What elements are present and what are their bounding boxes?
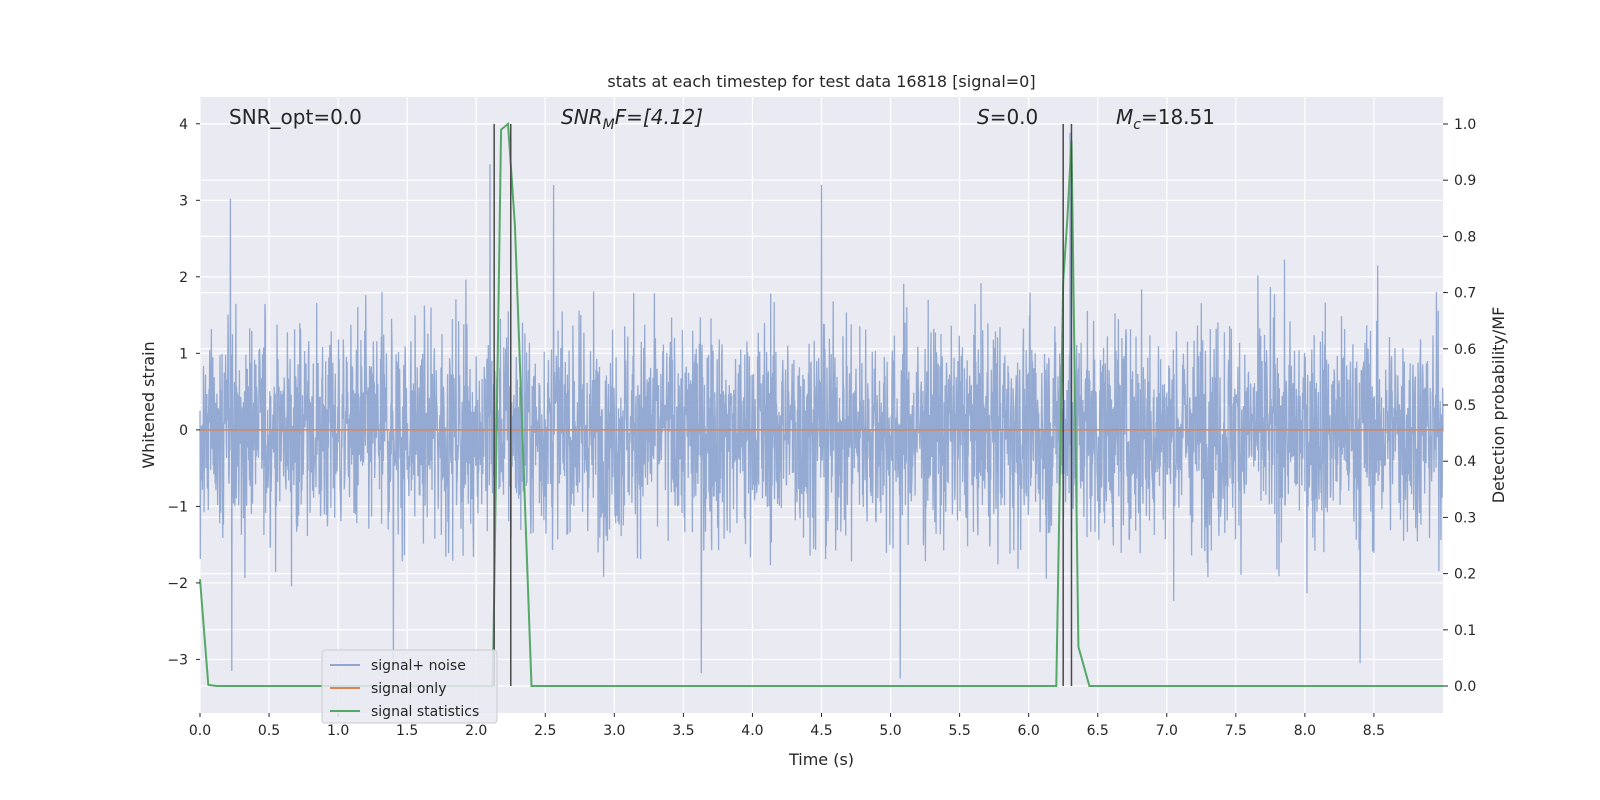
- x-tick-label: 3.0: [603, 723, 625, 739]
- legend-label: signal only: [371, 681, 446, 697]
- x-tick-label: 4.0: [741, 723, 763, 739]
- y-axis-ticks: −3 −2 −1 0 1 2 3 4: [167, 117, 200, 668]
- y-right-tick-label: 0.5: [1454, 398, 1476, 414]
- y-tick-label: −1: [167, 499, 188, 515]
- x-tick-label: 0.0: [189, 723, 211, 739]
- annotation-snr-mf-main: SNR: [561, 105, 603, 129]
- y-axis-label: Whitened strain: [139, 341, 158, 468]
- y-tick-label: 4: [179, 117, 188, 133]
- y-right-tick-label: 1.0: [1454, 117, 1476, 133]
- x-tick-label: 2.5: [534, 723, 556, 739]
- y-tick-label: −2: [167, 576, 188, 592]
- annotation-snr-mf-sub: M: [603, 117, 615, 133]
- x-tick-label: 7.0: [1156, 723, 1178, 739]
- annotation-mc-main: M: [1116, 105, 1133, 129]
- legend-frame: [321, 649, 498, 724]
- x-tick-label: 5.0: [879, 723, 901, 739]
- chart-title: stats at each timestep for test data 168…: [607, 72, 1035, 91]
- y-right-tick-label: 0.2: [1454, 567, 1476, 583]
- y-right-tick-label: 0.8: [1454, 229, 1476, 245]
- y-right-tick-label: 0.0: [1454, 679, 1476, 695]
- annotation-s-main: S: [977, 105, 990, 129]
- y-tick-label: 0: [179, 423, 188, 439]
- x-tick-label: 3.5: [672, 723, 694, 739]
- signal-statistics-line: [199, 122, 1443, 687]
- y-right-tick-label: 0.7: [1454, 286, 1476, 302]
- x-tick-label: 5.5: [948, 723, 970, 739]
- legend-label: signal statistics: [371, 704, 479, 720]
- y-right-tick-label: 0.9: [1454, 173, 1476, 189]
- y-tick-label: 3: [179, 193, 188, 209]
- annotation-mc: Mc=18.51: [1116, 105, 1215, 133]
- y-axis-right-label: Detection probability/MF: [1489, 307, 1508, 504]
- x-tick-label: 4.5: [810, 723, 832, 739]
- y-right-tick-label: 0.4: [1454, 454, 1476, 470]
- y-right-tick-label: 0.1: [1454, 623, 1476, 639]
- vertical-markers: [493, 123, 1073, 687]
- series-signal-noise: [199, 132, 1444, 679]
- x-tick-label: 6.5: [1087, 723, 1109, 739]
- signal-noise-line: [199, 132, 1444, 679]
- x-axis-ticks: 0.0 0.5 1.0 1.5 2.0 2.5 3.0 3.5 4.0 4.5 5.0 5.5 6.0 6…: [189, 713, 1385, 739]
- annotation-s-tail: =0.0: [990, 105, 1039, 129]
- x-tick-label: 1.0: [327, 723, 349, 739]
- x-tick-label: 8.0: [1294, 723, 1316, 739]
- annotation-snr-opt: SNR_opt=0.0: [229, 105, 362, 129]
- legend-label: signal+ noise: [371, 658, 466, 674]
- y-axis-right-ticks: 0.0 0.1 0.2 0.3 0.4 0.5 0.6 0.7 0.8 0.9 1.0: [1443, 117, 1476, 695]
- legend: signal+ noise signal only signal statistic…: [321, 649, 498, 724]
- annotation-mc-sub: c: [1133, 117, 1141, 133]
- y-right-tick-label: 0.6: [1454, 342, 1476, 358]
- x-tick-label: 6.0: [1018, 723, 1040, 739]
- y-right-tick-label: 0.3: [1454, 510, 1476, 526]
- y-tick-label: 1: [179, 346, 188, 362]
- y-tick-label: −3: [167, 652, 188, 668]
- x-tick-label: 0.5: [258, 723, 280, 739]
- series-signal-statistics: [199, 122, 1443, 687]
- annotation-s: S=0.0: [977, 105, 1038, 129]
- x-tick-label: 1.5: [396, 723, 418, 739]
- x-axis-label: Time (s): [788, 750, 854, 769]
- x-tick-label: 7.5: [1225, 723, 1247, 739]
- y-tick-label: 2: [179, 270, 188, 286]
- annotation-mc-tail: =18.51: [1141, 105, 1215, 129]
- annotation-snr-mf: SNRMF=[4.12]: [561, 105, 703, 133]
- x-tick-label: 2.0: [465, 723, 487, 739]
- annotation-snr-mf-tail: F=[4.12]: [615, 105, 703, 129]
- x-tick-label: 8.5: [1363, 723, 1385, 739]
